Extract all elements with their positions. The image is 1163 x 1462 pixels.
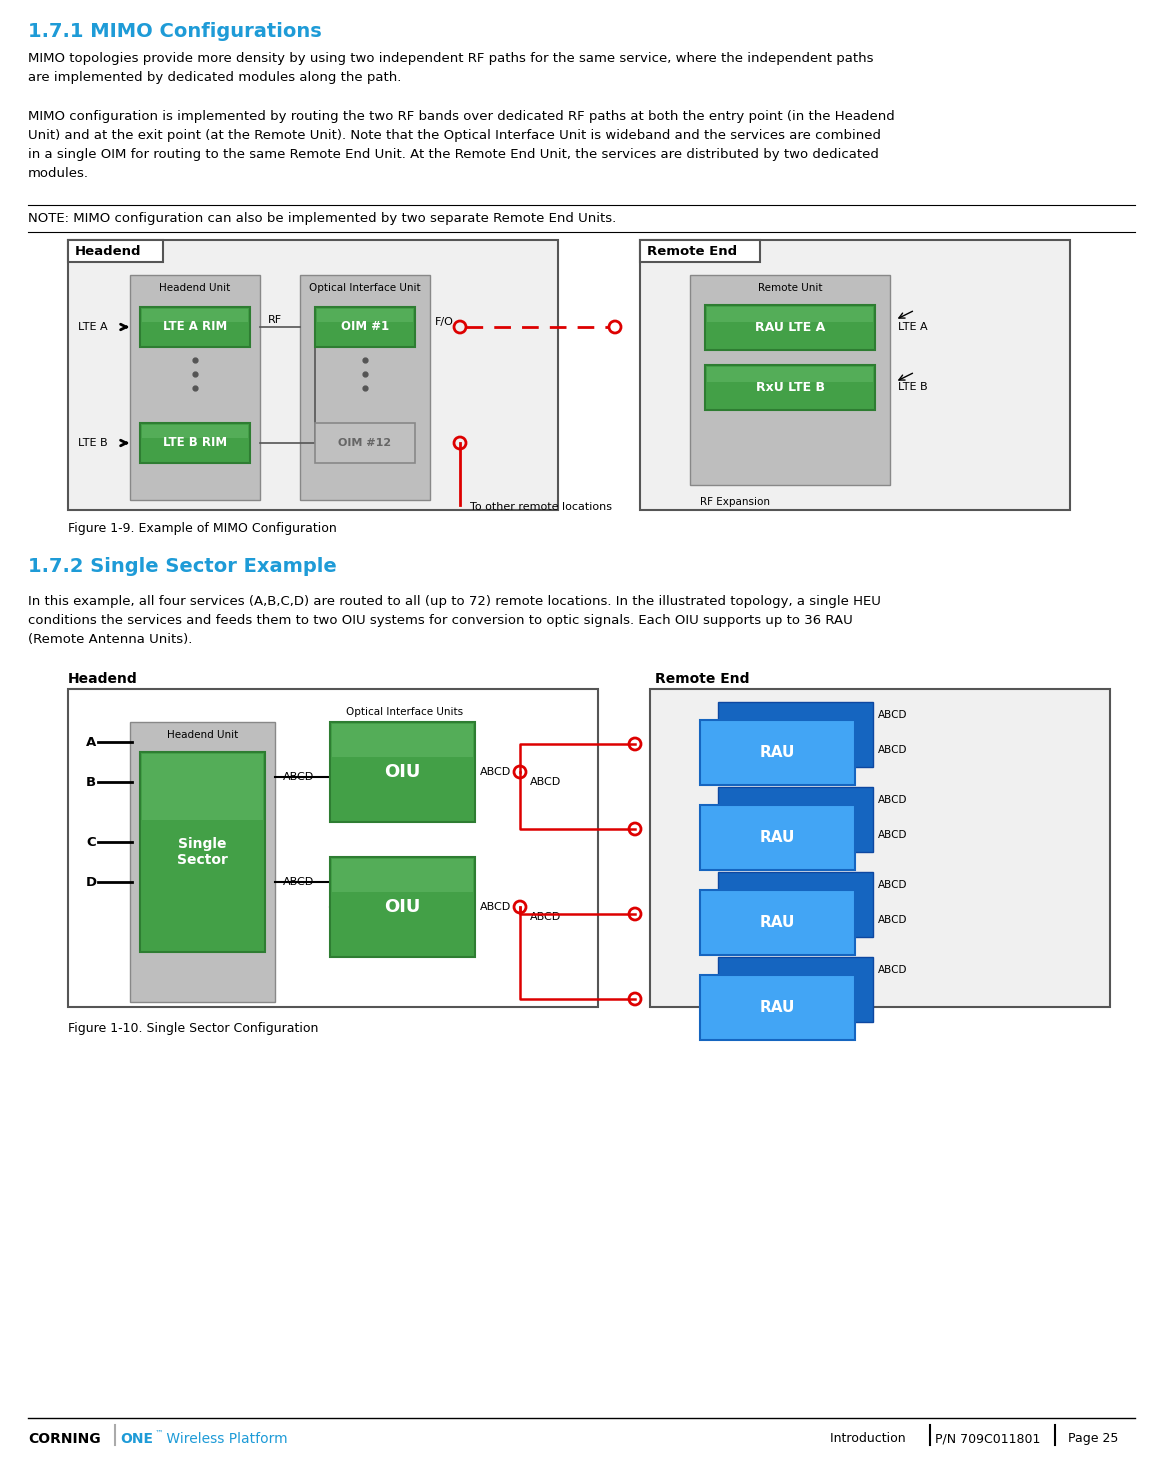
Bar <box>331 724 473 757</box>
Text: Headend Unit: Headend Unit <box>159 284 230 292</box>
Bar <box>315 423 415 463</box>
Text: LTE B: LTE B <box>78 439 108 447</box>
Text: RAU: RAU <box>759 746 795 760</box>
Text: Headend Unit: Headend Unit <box>166 730 238 740</box>
Bar <box>700 975 855 1039</box>
Bar <box>67 240 163 262</box>
Text: ABCD: ABCD <box>480 768 512 776</box>
Bar <box>700 806 855 870</box>
Bar <box>67 689 598 1007</box>
Text: Introduction: Introduction <box>830 1431 914 1444</box>
Text: ABCD: ABCD <box>283 772 314 782</box>
Bar <box>67 240 558 510</box>
Text: D: D <box>86 876 98 889</box>
Text: LTE A: LTE A <box>898 322 928 332</box>
Text: LTE A: LTE A <box>78 322 108 332</box>
Bar <box>315 307 415 346</box>
Bar <box>718 958 873 1022</box>
Text: ABCD: ABCD <box>878 880 907 890</box>
Text: In this example, all four services (A,B,C,D) are routed to all (up to 72) remote: In this example, all four services (A,B,… <box>28 595 880 646</box>
Text: ONE: ONE <box>120 1431 154 1446</box>
Bar <box>640 240 759 262</box>
Text: OIM #1: OIM #1 <box>341 320 390 333</box>
Text: LTE A RIM: LTE A RIM <box>163 320 227 333</box>
Text: OIU: OIU <box>384 763 421 781</box>
Bar <box>130 275 261 500</box>
Bar <box>700 719 855 785</box>
Text: Single
Sector: Single Sector <box>177 836 228 867</box>
Text: Remote End: Remote End <box>655 673 749 686</box>
Text: CORNING: CORNING <box>28 1431 101 1446</box>
Text: Optical Interface Unit: Optical Interface Unit <box>309 284 421 292</box>
Bar <box>142 425 248 439</box>
Text: ABCD: ABCD <box>530 776 562 787</box>
Text: OIM #12: OIM #12 <box>338 439 392 447</box>
Bar <box>300 275 430 500</box>
Text: B: B <box>86 775 97 788</box>
Text: MIMO topologies provide more density by using two independent RF paths for the s: MIMO topologies provide more density by … <box>28 53 873 83</box>
Bar <box>331 860 473 892</box>
Bar <box>718 702 873 768</box>
Text: LTE B: LTE B <box>898 382 928 392</box>
Text: ™: ™ <box>155 1428 163 1439</box>
Text: RAU: RAU <box>759 830 795 845</box>
Text: RxU LTE B: RxU LTE B <box>756 382 825 393</box>
Text: ABCD: ABCD <box>878 830 907 841</box>
Bar <box>707 307 873 322</box>
Bar <box>640 240 1070 510</box>
Text: RF: RF <box>267 314 283 325</box>
Text: NOTE: MIMO configuration can also be implemented by two separate Remote End Unit: NOTE: MIMO configuration can also be imp… <box>28 212 616 225</box>
Text: ABCD: ABCD <box>530 912 562 923</box>
Text: C: C <box>86 835 95 848</box>
Text: P/N 709C011801: P/N 709C011801 <box>935 1431 1048 1444</box>
Text: Figure 1-9. Example of MIMO Configuration: Figure 1-9. Example of MIMO Configuratio… <box>67 522 337 535</box>
Text: Remote Unit: Remote Unit <box>758 284 822 292</box>
Bar <box>140 751 265 952</box>
Bar <box>718 871 873 937</box>
Bar <box>650 689 1110 1007</box>
Bar <box>140 423 250 463</box>
Bar <box>718 787 873 852</box>
Text: Headend: Headend <box>67 673 137 686</box>
Text: ABCD: ABCD <box>878 746 907 754</box>
Text: F/O: F/O <box>435 317 454 327</box>
Text: ABCD: ABCD <box>878 795 907 806</box>
Text: ABCD: ABCD <box>878 965 907 975</box>
Bar <box>705 306 875 349</box>
Text: ABCD: ABCD <box>283 877 314 887</box>
Bar <box>142 308 248 322</box>
Bar <box>330 857 475 958</box>
Text: MIMO configuration is implemented by routing the two RF bands over dedicated RF : MIMO configuration is implemented by rou… <box>28 110 894 180</box>
Bar <box>707 367 873 382</box>
Text: LTE B RIM: LTE B RIM <box>163 437 227 449</box>
Text: ABCD: ABCD <box>878 915 907 925</box>
Text: ABCD: ABCD <box>878 711 907 719</box>
Text: Wireless Platform: Wireless Platform <box>162 1431 287 1446</box>
Text: RAU LTE A: RAU LTE A <box>755 322 825 333</box>
Bar <box>700 890 855 955</box>
Text: RAU: RAU <box>759 915 795 930</box>
Text: OIU: OIU <box>384 898 421 917</box>
Bar <box>317 308 413 322</box>
Text: To other remote locations: To other remote locations <box>470 501 612 512</box>
Bar <box>705 366 875 409</box>
Bar <box>130 722 274 1001</box>
Bar <box>690 275 890 485</box>
Text: RAU: RAU <box>759 1000 795 1015</box>
Text: Remote End: Remote End <box>647 246 737 257</box>
Bar <box>330 722 475 822</box>
Text: Optical Interface Units: Optical Interface Units <box>347 708 464 716</box>
Text: Page 25: Page 25 <box>1059 1431 1119 1444</box>
Text: RF Expansion: RF Expansion <box>700 497 770 507</box>
Text: Figure 1-10. Single Sector Configuration: Figure 1-10. Single Sector Configuration <box>67 1022 319 1035</box>
Text: 1.7.1 MIMO Configurations: 1.7.1 MIMO Configurations <box>28 22 322 41</box>
Text: A: A <box>86 735 97 749</box>
Bar <box>140 307 250 346</box>
Text: ABCD: ABCD <box>480 902 512 912</box>
Text: Headend: Headend <box>74 246 142 257</box>
Bar <box>142 754 263 820</box>
Text: 1.7.2 Single Sector Example: 1.7.2 Single Sector Example <box>28 557 337 576</box>
